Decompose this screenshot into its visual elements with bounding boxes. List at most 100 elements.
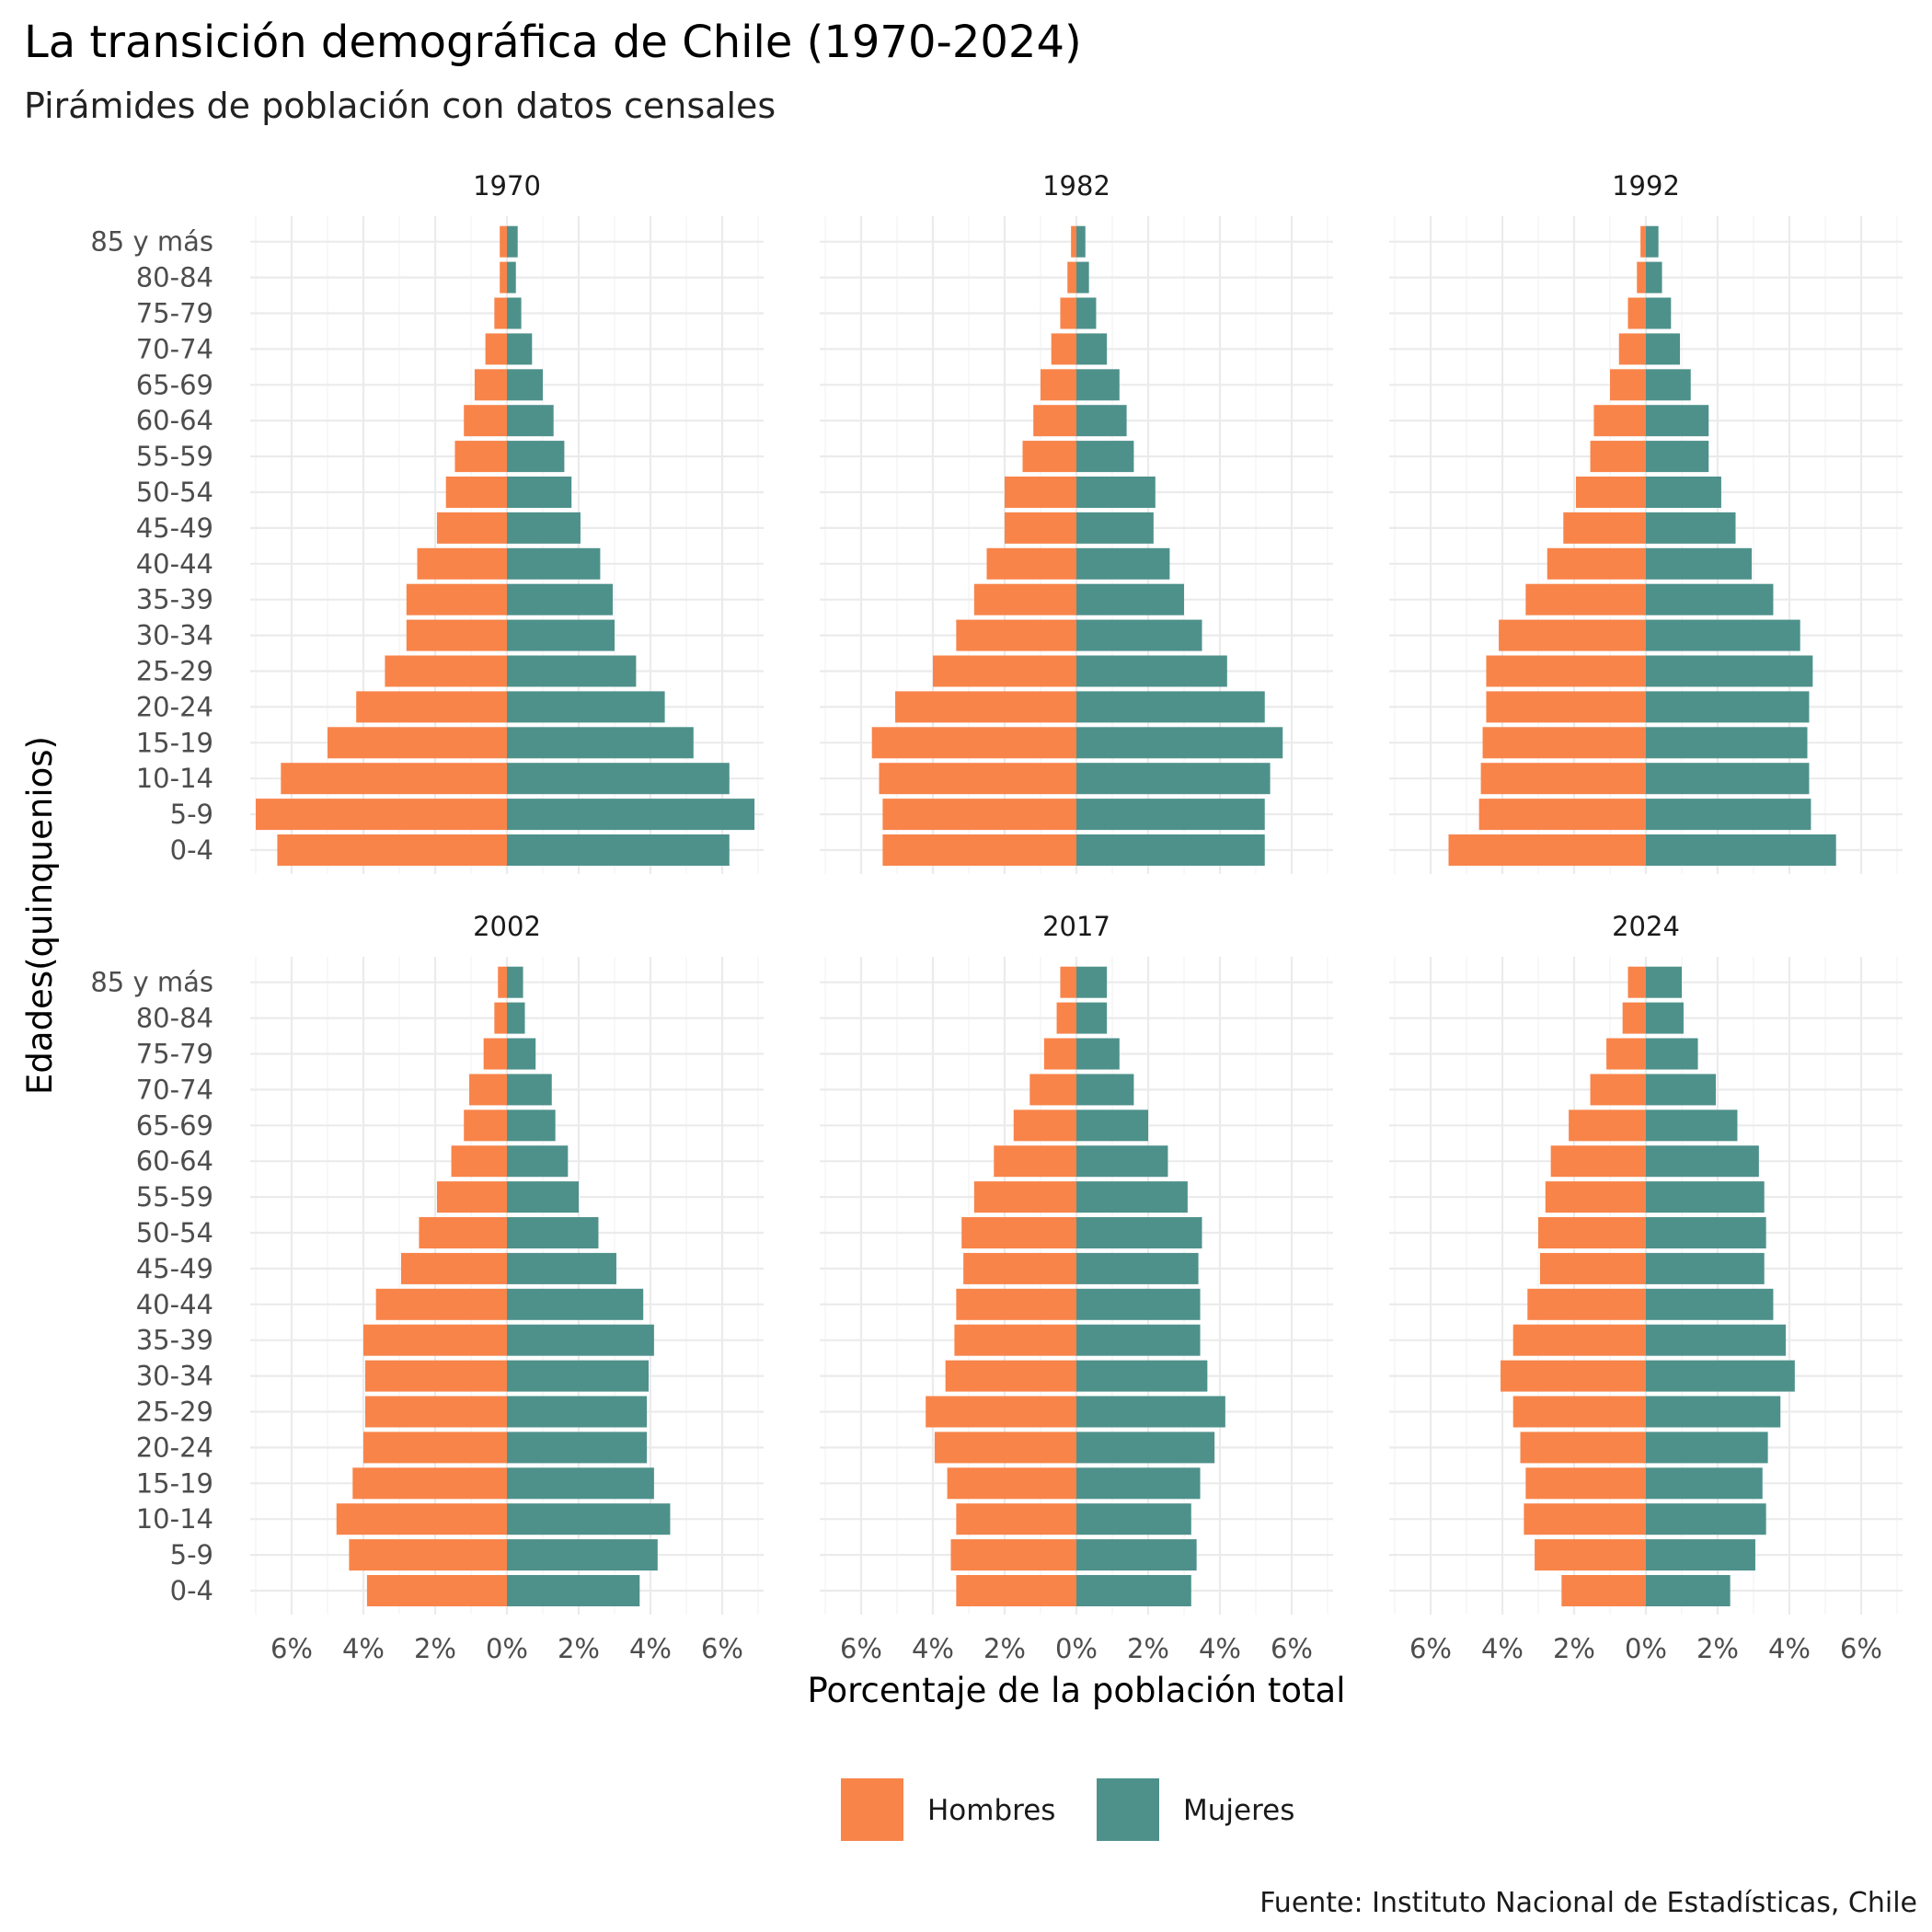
bar-hombres: [500, 225, 507, 258]
bar-mujeres: [1646, 1038, 1698, 1070]
legend: Hombres Mujeres: [841, 1778, 1294, 1841]
panel-label: 2017: [1042, 911, 1110, 942]
bar-hombres: [1606, 1038, 1646, 1070]
bar-hombres: [336, 1503, 507, 1535]
bar-mujeres: [1076, 1110, 1148, 1142]
bar-mujeres: [507, 405, 554, 437]
bar-mujeres: [1076, 1181, 1188, 1213]
bar-mujeres: [1646, 512, 1736, 544]
bar-hombres: [1499, 619, 1646, 651]
x-tick-label: 4%: [1481, 1633, 1524, 1664]
bar-hombres: [1512, 1324, 1646, 1356]
bar-mujeres: [507, 727, 694, 759]
bar-mujeres: [1646, 655, 1813, 687]
bar-mujeres: [507, 1360, 650, 1392]
bar-mujeres: [1076, 1396, 1225, 1428]
bar-hombres: [933, 655, 1076, 687]
y-tick-label: 25-29: [136, 1397, 213, 1428]
bar-hombres: [436, 512, 507, 544]
bar-mujeres: [1076, 1217, 1202, 1248]
bar-mujeres: [1076, 1002, 1108, 1034]
bar-mujeres: [1076, 261, 1089, 293]
y-tick-label: 35-39: [136, 584, 213, 615]
bar-mujeres: [1646, 1074, 1717, 1106]
panel-label: 1992: [1612, 170, 1680, 201]
y-tick-label: 45-49: [136, 1253, 213, 1284]
bar-hombres: [494, 1002, 507, 1034]
bar-mujeres: [507, 1539, 658, 1571]
bar-hombres: [1590, 441, 1646, 473]
bar-mujeres: [1646, 477, 1721, 508]
bar-mujeres: [1646, 1110, 1738, 1142]
bar-mujeres: [1646, 297, 1672, 329]
chart-title: La transición demográfica de Chile (1970…: [24, 17, 1082, 68]
bar-hombres: [1043, 1038, 1076, 1070]
bar-hombres: [1550, 1145, 1646, 1178]
bar-mujeres: [507, 441, 565, 473]
bar-mujeres: [507, 834, 730, 866]
x-tick-label: 4%: [912, 1633, 954, 1664]
bar-hombres: [498, 966, 507, 998]
bar-hombres: [1041, 369, 1076, 401]
chart-subtitle: Pirámides de población con datos censale…: [24, 86, 776, 126]
y-tick-label: 80-84: [136, 1003, 213, 1034]
bar-mujeres: [1076, 1539, 1197, 1571]
y-axis-title: Edades(quinquenios): [20, 736, 60, 1095]
bar-mujeres: [1076, 441, 1134, 473]
bar-mujeres: [507, 966, 523, 998]
x-tick-label: 2%: [1553, 1633, 1595, 1664]
bar-hombres: [500, 261, 507, 293]
bar-hombres: [1525, 1467, 1646, 1500]
bar-mujeres: [1646, 727, 1808, 759]
bar-mujeres: [1646, 1539, 1755, 1571]
legend-label-hombres: Hombres: [927, 1794, 1055, 1827]
x-tick-label: 4%: [1199, 1633, 1241, 1664]
bar-mujeres: [1076, 799, 1265, 831]
bar-hombres: [954, 1324, 1076, 1356]
bar-hombres: [1622, 1002, 1646, 1034]
bar-mujeres: [1076, 966, 1108, 998]
bar-hombres: [436, 1181, 507, 1213]
y-tick-label: 50-54: [136, 477, 213, 508]
bar-hombres: [277, 834, 507, 866]
bar-hombres: [986, 547, 1076, 580]
bar-hombres: [1627, 297, 1646, 329]
bar-mujeres: [1646, 1217, 1766, 1248]
bar-mujeres: [1646, 619, 1800, 651]
x-tick-label: 0%: [1055, 1633, 1098, 1664]
bar-hombres: [281, 763, 507, 795]
x-tick-label: 6%: [701, 1633, 743, 1664]
bar-hombres: [1478, 799, 1646, 831]
bar-hombres: [973, 583, 1076, 615]
bar-hombres: [1590, 1074, 1646, 1106]
y-tick-label: 25-29: [136, 656, 213, 687]
bar-mujeres: [1646, 1360, 1795, 1392]
x-tick-label: 6%: [1840, 1633, 1882, 1664]
panel-1992: 1992: [1389, 170, 1903, 874]
bar-mujeres: [1076, 1432, 1215, 1464]
x-tick-label: 6%: [270, 1633, 313, 1664]
bar-hombres: [1524, 1503, 1646, 1535]
y-tick-label: 10-14: [136, 763, 213, 794]
bar-mujeres: [1646, 547, 1753, 580]
bar-mujeres: [507, 1396, 648, 1428]
bar-mujeres: [1076, 691, 1265, 723]
bar-mujeres: [507, 225, 518, 258]
bar-hombres: [973, 1181, 1076, 1213]
bar-hombres: [483, 1038, 507, 1070]
bar-mujeres: [1076, 619, 1202, 651]
panel-1970: 1970 0-4 5-9 10-14 15-19 20-24 25-29 30-34 35-39…: [90, 170, 764, 874]
x-tick-label: 0%: [486, 1633, 528, 1664]
y-tick-label: 40-44: [136, 1289, 213, 1320]
panel-label: 2002: [473, 911, 541, 942]
bar-mujeres: [1076, 1038, 1120, 1070]
bar-hombres: [1486, 655, 1646, 687]
bar-mujeres: [1646, 1467, 1763, 1500]
bar-hombres: [871, 727, 1076, 759]
bar-mujeres: [1646, 1396, 1781, 1428]
bar-hombres: [934, 1432, 1076, 1464]
x-tick-label: 6%: [840, 1633, 882, 1664]
y-tick-label: 70-74: [136, 333, 213, 364]
y-tick-label: 65-69: [136, 1110, 213, 1141]
bar-mujeres: [1076, 512, 1154, 544]
